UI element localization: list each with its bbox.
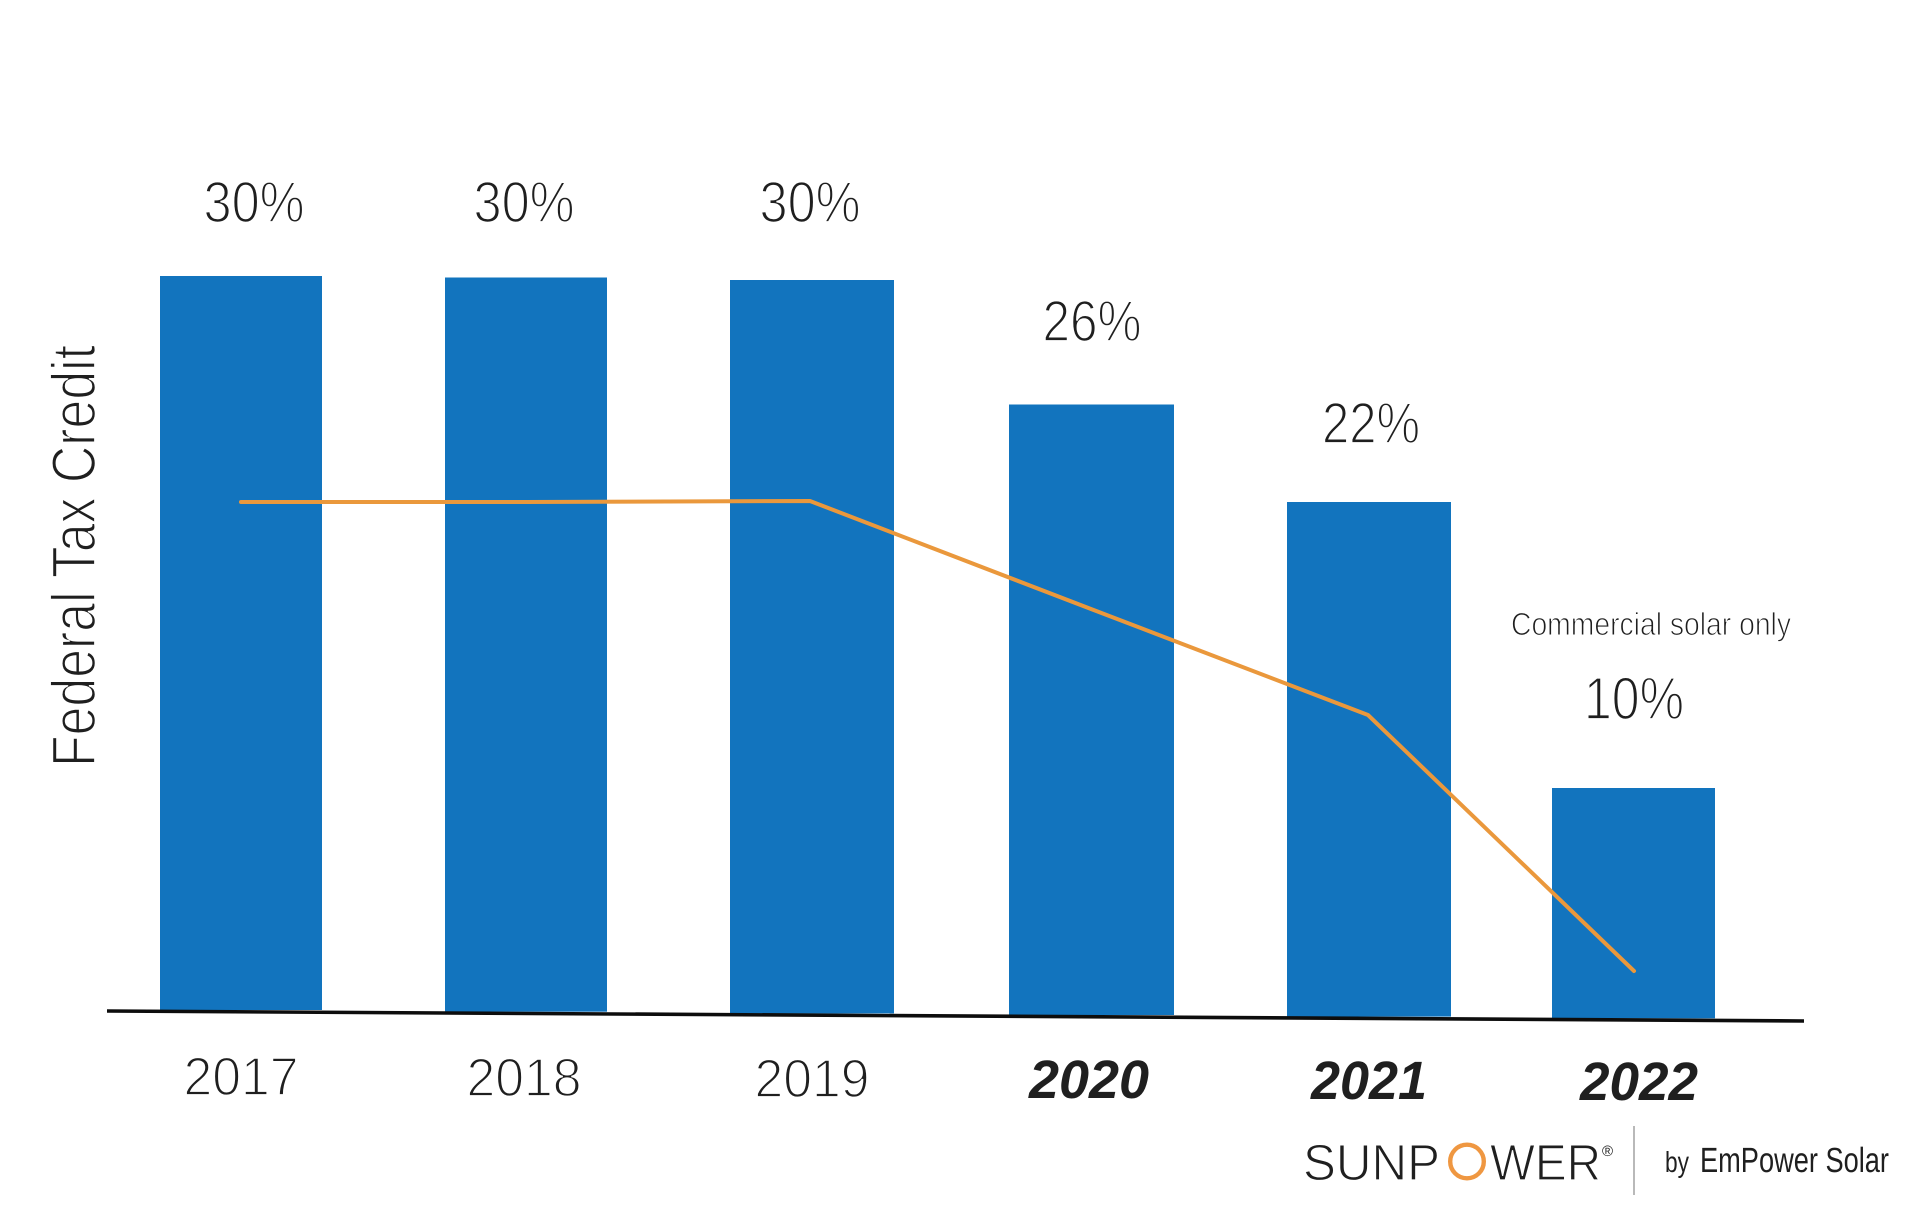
svg-text:10%: 10% — [1584, 665, 1684, 732]
svg-text:30%: 30% — [204, 170, 305, 235]
svg-text:2018: 2018 — [467, 1048, 582, 1108]
svg-text:®: ® — [1602, 1143, 1613, 1160]
svg-text:30%: 30% — [760, 170, 861, 235]
svg-text:WER: WER — [1490, 1134, 1601, 1191]
svg-text:2021: 2021 — [1310, 1051, 1427, 1111]
svg-text:SUNP: SUNP — [1303, 1134, 1440, 1191]
svg-text:30%: 30% — [474, 170, 575, 235]
svg-text:Federal Tax Credit: Federal Tax Credit — [40, 345, 109, 767]
svg-text:2022: 2022 — [1579, 1052, 1698, 1112]
svg-text:2019: 2019 — [755, 1049, 870, 1109]
svg-text:Commercial solar only: Commercial solar only — [1511, 606, 1791, 642]
svg-text:by: by — [1665, 1147, 1689, 1179]
svg-text:2017: 2017 — [184, 1047, 299, 1107]
svg-text:2020: 2020 — [1028, 1050, 1149, 1110]
svg-text:22%: 22% — [1322, 391, 1420, 456]
svg-text:EmPower Solar: EmPower Solar — [1700, 1141, 1889, 1180]
svg-text:26%: 26% — [1043, 289, 1142, 354]
